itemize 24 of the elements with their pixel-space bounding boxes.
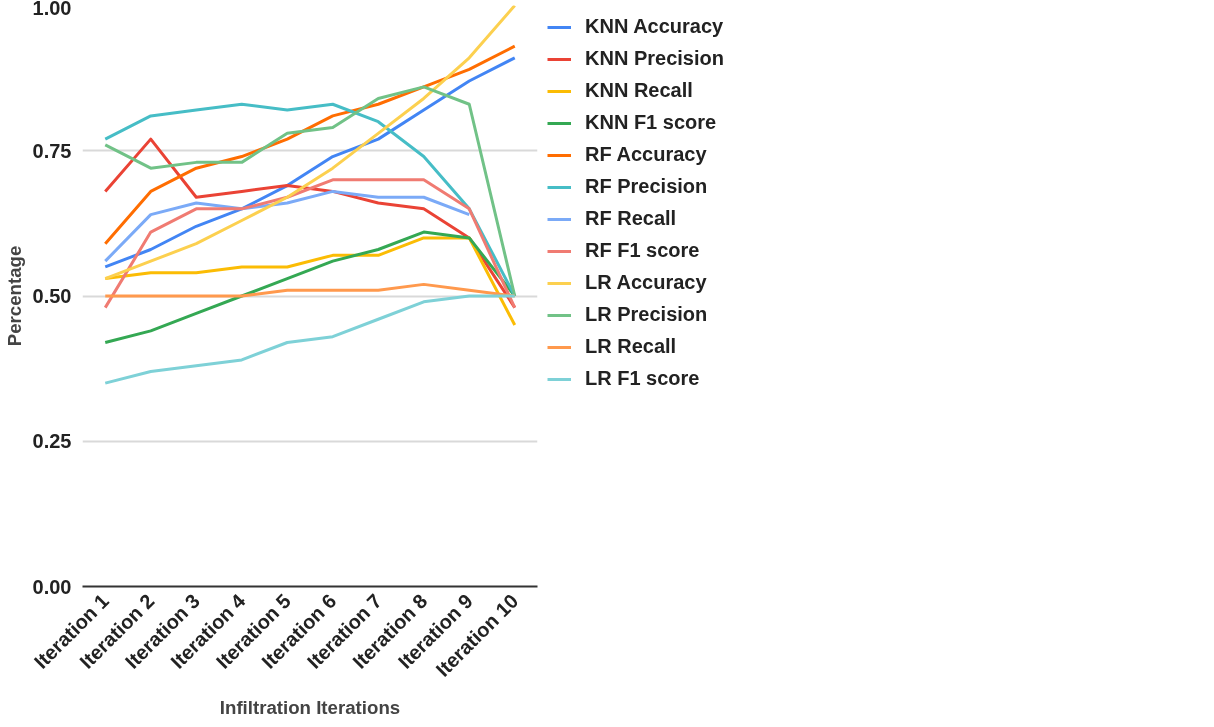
line-series <box>103 189 471 263</box>
y-tick-label: 0.50 <box>32 285 72 307</box>
legend-label: KNN Accuracy <box>585 15 724 38</box>
legend-label: LR Accuracy <box>585 271 707 294</box>
line-series <box>103 178 517 310</box>
y-tick-label: 0.25 <box>32 430 72 453</box>
legend-label: RF Accuracy <box>585 143 707 166</box>
line-series <box>103 294 517 385</box>
line-series <box>103 5 517 281</box>
legend-label: KNN Recall <box>585 79 693 102</box>
line-series <box>103 56 517 269</box>
legend-label: LR F1 score <box>585 367 700 390</box>
legend-label: RF Recall <box>585 207 677 230</box>
legend-label: KNN F1 score <box>585 111 717 134</box>
legend-label: LR Recall <box>585 335 677 358</box>
y-axis-title: Percentage <box>3 245 25 347</box>
legend-label: LR Precision <box>585 303 708 326</box>
y-tick-label: 0.75 <box>32 139 72 162</box>
legend-label: RF F1 score <box>585 239 700 262</box>
legend-label: KNN Precision <box>585 47 724 70</box>
legend-label: RF Precision <box>585 175 708 198</box>
y-tick-label: 1.00 <box>32 0 72 19</box>
x-axis-title: Infiltration Iterations <box>219 696 401 718</box>
y-tick-label: 0.00 <box>32 575 72 598</box>
